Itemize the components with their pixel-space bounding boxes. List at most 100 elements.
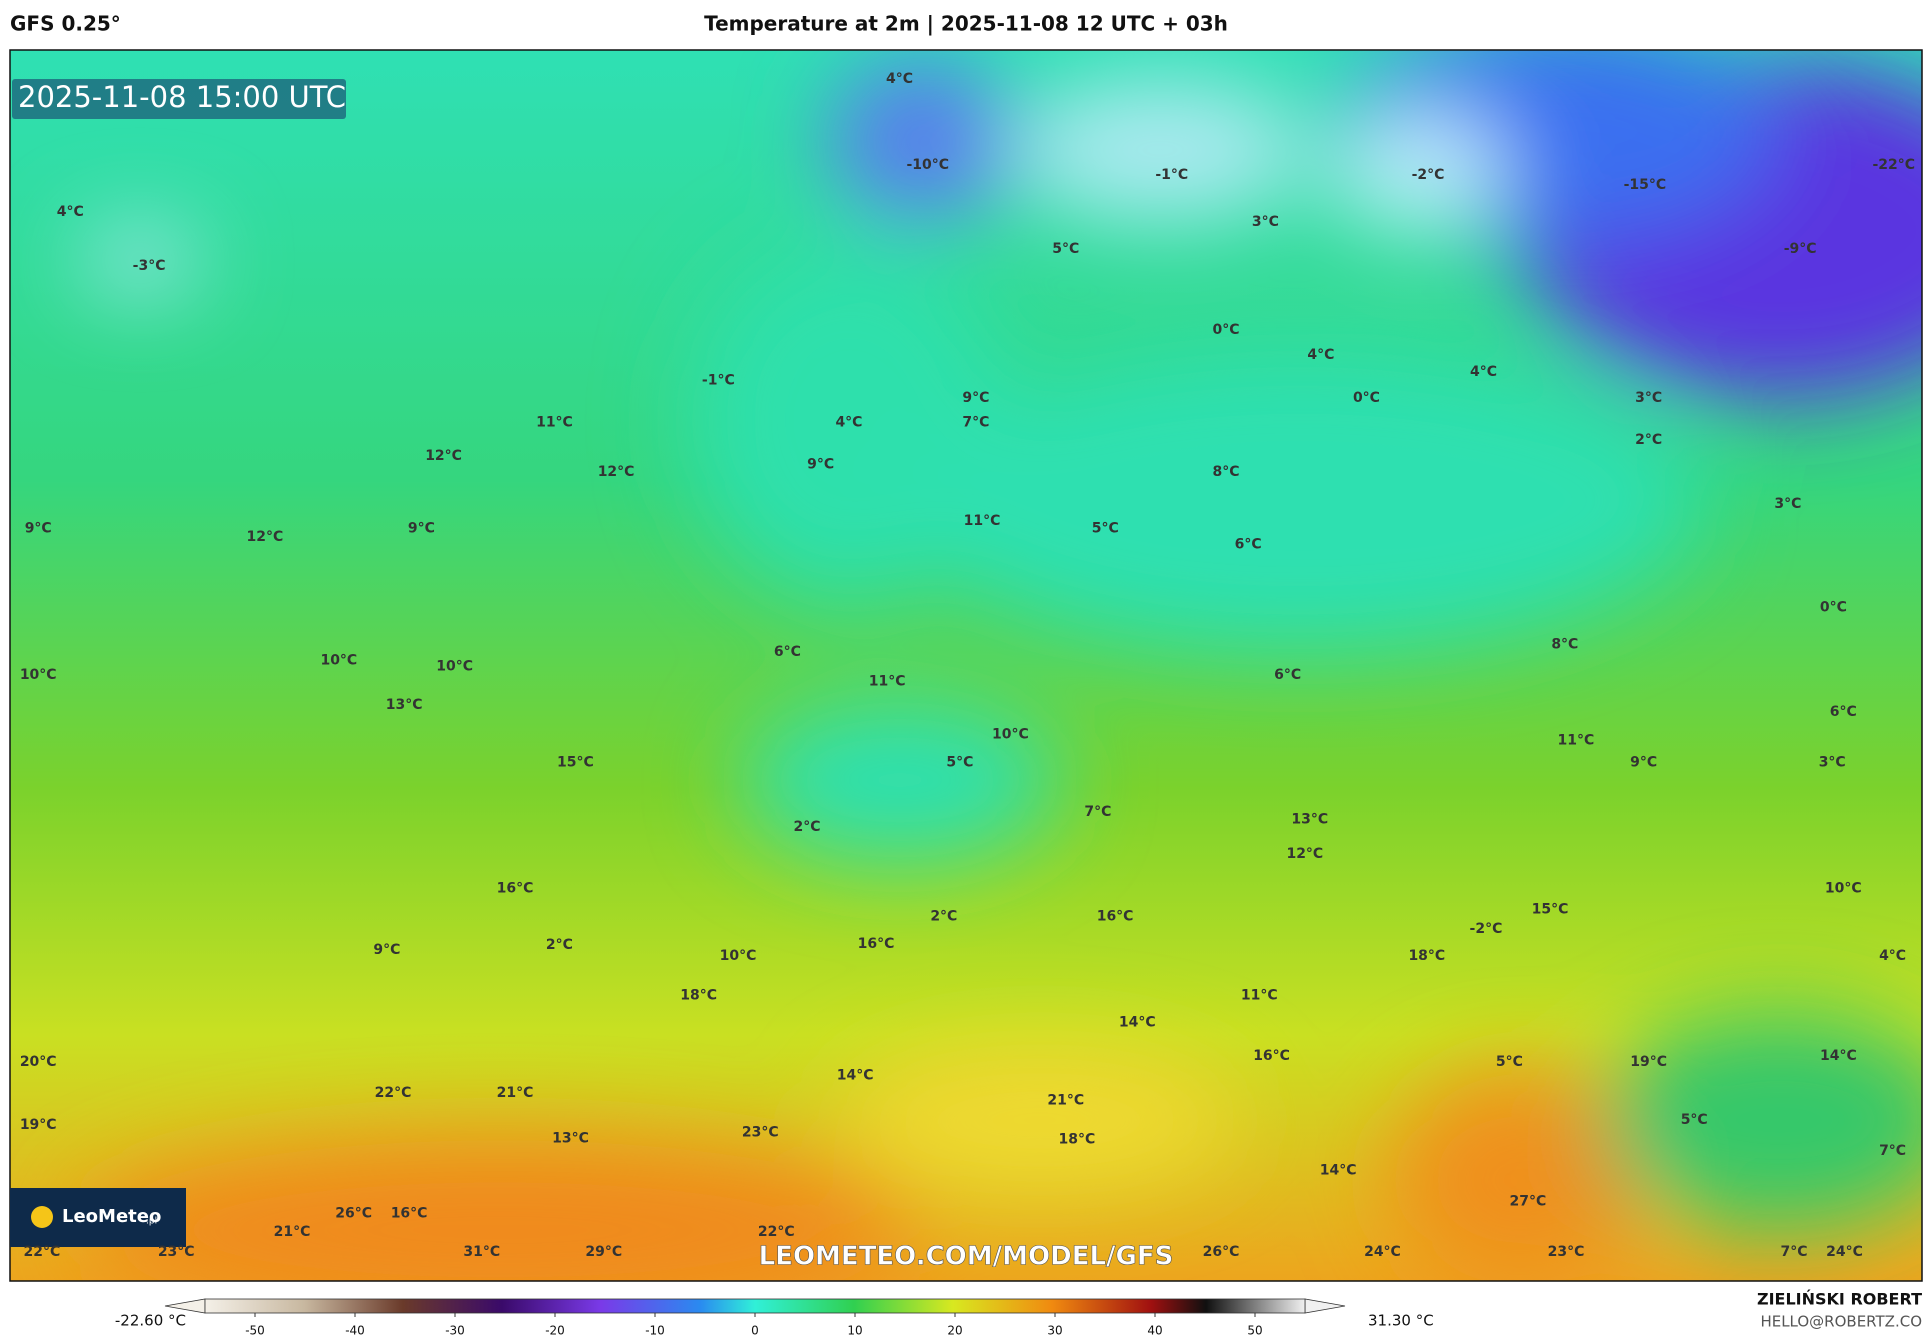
temperature-label: 8°C: [1212, 464, 1239, 480]
temperature-label: 27°C: [1509, 1193, 1546, 1209]
temperature-label: -15°C: [1624, 177, 1667, 193]
colorbar-tick-label: 30: [1047, 1324, 1062, 1338]
temperature-label: 22°C: [375, 1085, 412, 1101]
temperature-label: 11°C: [536, 415, 573, 431]
temperature-label: 4°C: [1879, 948, 1906, 964]
temperature-label: 11°C: [1558, 733, 1595, 749]
temperature-label: 2°C: [1635, 432, 1662, 448]
temperature-label: 16°C: [391, 1206, 428, 1222]
temperature-field: [10, 50, 1922, 1281]
temperature-label: 16°C: [858, 936, 895, 952]
temperature-label: 6°C: [1830, 704, 1857, 720]
temperature-label: 6°C: [774, 644, 801, 660]
temperature-label: -2°C: [1470, 921, 1503, 937]
colorbar-tick-label: 0: [751, 1324, 759, 1338]
temperature-label: -10°C: [907, 157, 950, 173]
colorbar-tick-label: 50: [1247, 1324, 1262, 1338]
watermark: LEOMETEO.COM/MODEL/GFS: [759, 1242, 1174, 1272]
temperature-label: 15°C: [557, 755, 594, 771]
temperature-label: 3°C: [1819, 755, 1846, 771]
temperature-label: 29°C: [585, 1244, 622, 1260]
temperature-label: 5°C: [1052, 241, 1079, 257]
colorbar-tick-label: -10: [645, 1324, 665, 1338]
temperature-label: 20°C: [20, 1054, 57, 1070]
temperature-label: 9°C: [1630, 755, 1657, 771]
temperature-label: 24°C: [1364, 1244, 1401, 1260]
temperature-label: -22°C: [1873, 157, 1916, 173]
temperature-label: 16°C: [1097, 909, 1134, 925]
temperature-label: 19°C: [20, 1117, 57, 1133]
temperature-label: 11°C: [869, 673, 906, 689]
temperature-label: 9°C: [408, 521, 435, 537]
temperature-label: 8°C: [1551, 636, 1578, 652]
temperature-label: 14°C: [1119, 1015, 1156, 1031]
temperature-label: 14°C: [1320, 1163, 1357, 1179]
temperature-label: 22°C: [24, 1244, 61, 1260]
temperature-label: 3°C: [1774, 496, 1801, 512]
timestamp: 2025-11-08 15:00 UTC: [18, 80, 346, 114]
temperature-label: 18°C: [1059, 1132, 1096, 1148]
temperature-label: 23°C: [1548, 1244, 1585, 1260]
temperature-label: 16°C: [497, 880, 534, 896]
temperature-label: 5°C: [1681, 1112, 1708, 1128]
temperature-label: 31°C: [463, 1244, 500, 1260]
temperature-label: 12°C: [598, 464, 635, 480]
temperature-label: 26°C: [335, 1206, 372, 1222]
author-name: ZIELIŃSKI ROBERT: [1757, 1290, 1922, 1309]
temperature-label: 9°C: [25, 521, 52, 537]
model-name: GFS 0.25°: [10, 12, 121, 36]
temperature-label: 10°C: [320, 652, 357, 668]
temperature-label: 6°C: [1274, 667, 1301, 683]
temperature-label: 0°C: [1353, 390, 1380, 406]
temperature-label: 13°C: [1291, 811, 1328, 827]
logo-suffix: .pl: [146, 1217, 157, 1227]
temperature-label: 14°C: [837, 1068, 874, 1084]
logo-name: LeoMeteo: [62, 1206, 161, 1227]
temperature-label: -1°C: [702, 373, 735, 389]
temperature-label: 11°C: [964, 513, 1001, 529]
temperature-label: 4°C: [1307, 347, 1334, 363]
temperature-label: 13°C: [552, 1131, 589, 1147]
temperature-label: 9°C: [962, 390, 989, 406]
colorbar-tick-label: -40: [345, 1324, 365, 1338]
temperature-label: 7°C: [1084, 804, 1111, 820]
temperature-label: 11°C: [1241, 988, 1278, 1004]
temperature-label: 4°C: [835, 415, 862, 431]
temperature-label: -2°C: [1412, 167, 1445, 183]
colorbar-tick-label: -30: [445, 1324, 465, 1338]
temperature-label: 19°C: [1630, 1054, 1667, 1070]
temperature-label: -3°C: [133, 258, 166, 274]
map-frame: [9, 49, 1923, 1282]
temperature-label: 22°C: [758, 1224, 795, 1240]
temperature-label: 15°C: [1532, 901, 1569, 917]
temperature-label: 16°C: [1253, 1048, 1290, 1064]
temperature-label: 9°C: [807, 457, 834, 473]
temperature-label: 10°C: [20, 667, 57, 683]
temperature-label: 13°C: [386, 697, 423, 713]
temperature-label: 6°C: [1235, 537, 1262, 553]
temperature-label: 4°C: [886, 71, 913, 87]
temperature-label: 23°C: [158, 1244, 195, 1260]
temperature-label: 5°C: [1496, 1054, 1523, 1070]
colorbar-tick-label: -50: [245, 1324, 265, 1338]
temperature-label: 2°C: [930, 909, 957, 925]
temperature-label: 7°C: [1780, 1244, 1807, 1260]
colorbar-tick-label: 20: [947, 1324, 962, 1338]
temperature-label: 14°C: [1820, 1048, 1857, 1064]
logo-sun: [31, 1206, 53, 1228]
colorbar-tick-label: 10: [847, 1324, 862, 1338]
temperature-label: 7°C: [962, 415, 989, 431]
temperature-label: 21°C: [497, 1085, 534, 1101]
colorbar-tick-label: -20: [545, 1324, 565, 1338]
temperature-label: 10°C: [1825, 880, 1862, 896]
colorbar-min: -22.60 °C: [115, 1312, 186, 1330]
temperature-label: 23°C: [742, 1124, 779, 1140]
temperature-label: 7°C: [1879, 1143, 1906, 1159]
temperature-label: 10°C: [720, 948, 757, 964]
temperature-label: 0°C: [1212, 322, 1239, 338]
temperature-label: -1°C: [1155, 167, 1188, 183]
author-email: HELLO@ROBERTZ.CO: [1760, 1313, 1922, 1331]
temperature-label: 18°C: [680, 988, 717, 1004]
